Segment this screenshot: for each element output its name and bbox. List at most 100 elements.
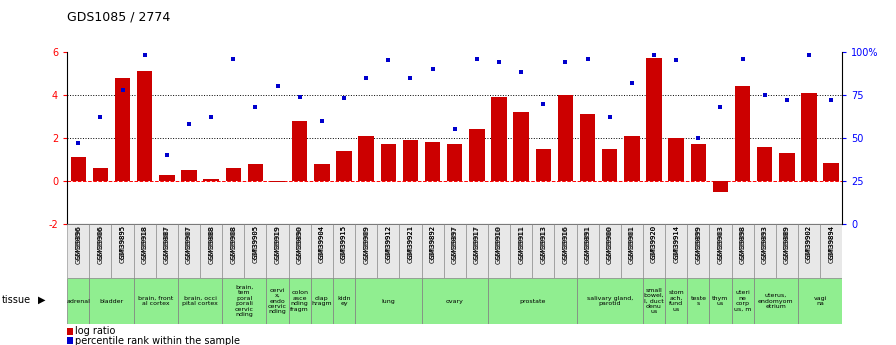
Text: GSM39898: GSM39898 bbox=[739, 225, 745, 264]
Text: GSM39900: GSM39900 bbox=[607, 225, 613, 264]
Text: GSM39919: GSM39919 bbox=[274, 225, 280, 259]
Text: GSM39911: GSM39911 bbox=[518, 225, 524, 259]
Bar bbox=[67, 224, 90, 278]
Bar bbox=[181, 170, 197, 181]
Text: GSM39906: GSM39906 bbox=[98, 225, 103, 264]
Text: adrenal: adrenal bbox=[66, 298, 90, 304]
Text: GSM39892: GSM39892 bbox=[429, 225, 435, 259]
Bar bbox=[491, 97, 507, 181]
Bar bbox=[336, 151, 352, 181]
Text: GSM39890: GSM39890 bbox=[297, 225, 303, 259]
Bar bbox=[798, 224, 820, 278]
Bar bbox=[757, 147, 772, 181]
Bar bbox=[646, 58, 662, 181]
Bar bbox=[731, 224, 754, 278]
Bar bbox=[377, 224, 400, 278]
Bar bbox=[470, 129, 485, 181]
Point bbox=[93, 115, 108, 120]
Bar bbox=[625, 136, 640, 181]
Text: tissue: tissue bbox=[2, 295, 31, 305]
Bar bbox=[134, 278, 178, 324]
Bar bbox=[159, 175, 175, 181]
Point bbox=[757, 92, 771, 98]
Bar bbox=[665, 224, 687, 278]
Point bbox=[736, 56, 750, 61]
Bar bbox=[820, 224, 842, 278]
Bar bbox=[687, 224, 710, 278]
Bar bbox=[245, 224, 266, 278]
Bar bbox=[754, 224, 776, 278]
Text: GSM39892: GSM39892 bbox=[429, 225, 435, 264]
Bar bbox=[90, 278, 134, 324]
Text: GSM39893: GSM39893 bbox=[762, 225, 768, 264]
Text: GSM39914: GSM39914 bbox=[673, 225, 679, 259]
Point bbox=[314, 118, 329, 124]
Point bbox=[381, 58, 395, 63]
Text: GSM39898: GSM39898 bbox=[739, 225, 745, 259]
Bar bbox=[576, 224, 599, 278]
Text: GSM39889: GSM39889 bbox=[784, 225, 790, 259]
Text: GSM39920: GSM39920 bbox=[651, 225, 657, 264]
Text: GSM39912: GSM39912 bbox=[385, 225, 392, 259]
Text: ▶: ▶ bbox=[38, 295, 45, 305]
Point bbox=[271, 83, 285, 89]
Text: GSM39910: GSM39910 bbox=[496, 225, 502, 264]
Text: percentile rank within the sample: percentile rank within the sample bbox=[75, 336, 240, 345]
Bar bbox=[710, 278, 731, 324]
Text: GSM39901: GSM39901 bbox=[629, 225, 635, 259]
Point bbox=[226, 56, 240, 61]
Text: GSM39917: GSM39917 bbox=[474, 225, 480, 259]
Text: GSM39921: GSM39921 bbox=[408, 225, 413, 264]
Bar bbox=[710, 224, 731, 278]
Bar bbox=[602, 149, 617, 181]
Point bbox=[558, 59, 573, 65]
Bar bbox=[444, 224, 466, 278]
Text: GSM39889: GSM39889 bbox=[784, 225, 790, 264]
Point bbox=[470, 56, 484, 61]
Point bbox=[581, 56, 595, 61]
Text: lung: lung bbox=[382, 298, 395, 304]
Text: GSM39901: GSM39901 bbox=[629, 225, 635, 264]
Text: GSM39914: GSM39914 bbox=[673, 225, 679, 264]
Text: GSM39919: GSM39919 bbox=[274, 225, 280, 264]
Bar bbox=[421, 278, 488, 324]
Bar bbox=[226, 168, 241, 181]
Bar bbox=[400, 224, 421, 278]
Text: GSM39905: GSM39905 bbox=[253, 225, 258, 259]
Text: GSM39887: GSM39887 bbox=[164, 225, 170, 264]
Bar bbox=[687, 278, 710, 324]
Bar bbox=[203, 179, 219, 181]
Bar bbox=[178, 224, 200, 278]
Bar bbox=[134, 224, 156, 278]
Bar bbox=[580, 114, 595, 181]
Text: colon
asce
nding
fragm: colon asce nding fragm bbox=[290, 290, 309, 312]
Text: GSM39909: GSM39909 bbox=[363, 225, 369, 264]
Text: GSM39895: GSM39895 bbox=[119, 225, 125, 259]
Text: GSM39911: GSM39911 bbox=[518, 225, 524, 264]
Text: GSM39918: GSM39918 bbox=[142, 225, 148, 264]
Bar bbox=[266, 224, 289, 278]
Text: GSM39917: GSM39917 bbox=[474, 225, 480, 264]
Text: GSM39894: GSM39894 bbox=[828, 225, 834, 259]
Text: GSM39905: GSM39905 bbox=[253, 225, 258, 264]
Point bbox=[159, 152, 174, 158]
Bar bbox=[536, 149, 551, 181]
Text: GSM39896: GSM39896 bbox=[75, 225, 82, 264]
Bar bbox=[513, 112, 529, 181]
Bar bbox=[402, 140, 418, 181]
Bar bbox=[532, 224, 555, 278]
Point bbox=[824, 97, 839, 103]
Bar bbox=[447, 145, 462, 181]
Text: GSM39903: GSM39903 bbox=[718, 225, 723, 264]
Text: GSM39907: GSM39907 bbox=[186, 225, 192, 259]
Text: diap
hragm: diap hragm bbox=[312, 296, 332, 306]
Bar bbox=[643, 278, 665, 324]
Text: stom
ach,
fund
us: stom ach, fund us bbox=[668, 290, 684, 312]
Bar bbox=[731, 278, 754, 324]
Bar bbox=[381, 145, 396, 181]
Text: GSM39910: GSM39910 bbox=[496, 225, 502, 259]
Point bbox=[447, 127, 462, 132]
Bar bbox=[111, 224, 134, 278]
Point bbox=[602, 115, 616, 120]
Text: GSM39896: GSM39896 bbox=[75, 225, 82, 259]
